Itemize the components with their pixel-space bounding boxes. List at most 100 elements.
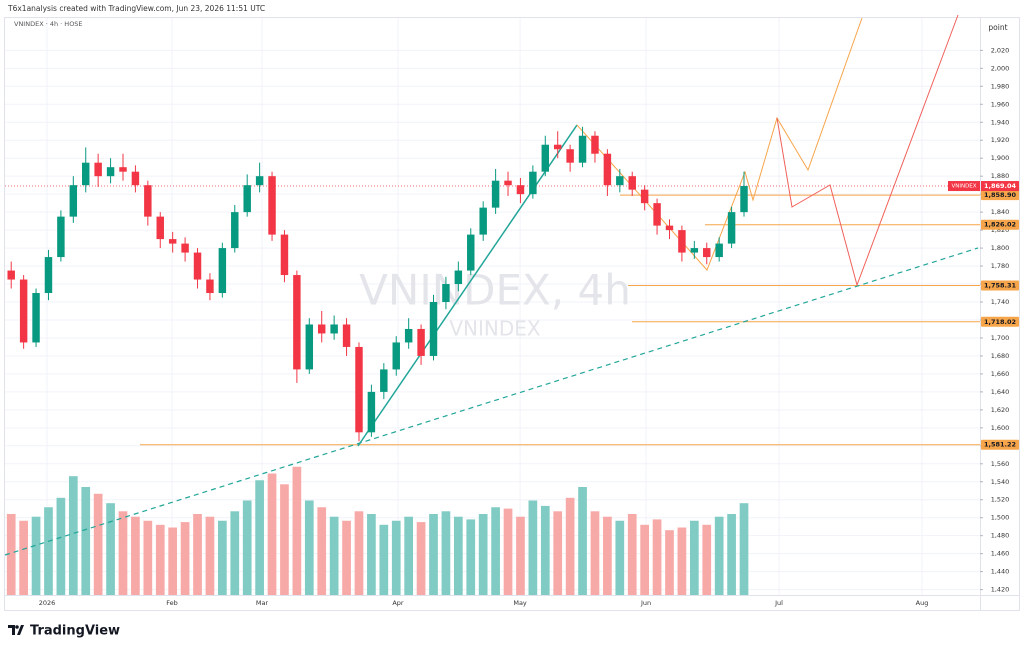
volume-bar <box>453 516 463 595</box>
volume-bar <box>379 524 389 595</box>
candle-body <box>678 230 686 253</box>
candle-body <box>504 180 512 186</box>
trend-line <box>357 124 578 447</box>
volume-bar <box>627 514 637 595</box>
watermark: VNINDEX, 4h <box>359 266 631 315</box>
volume-bar <box>540 505 550 595</box>
candle-body <box>491 180 500 208</box>
candle-body <box>268 176 276 235</box>
candle-body <box>193 252 202 280</box>
candle-body <box>628 176 636 190</box>
projection-orange <box>576 17 863 271</box>
volume-bar <box>19 520 28 595</box>
level-tag-label: 1,581.22 <box>984 441 1016 449</box>
volume-bar <box>168 527 178 595</box>
frame <box>4 17 1020 611</box>
y-tick-label: 1,420 <box>991 586 1010 594</box>
level-tag-label: 1,718.02 <box>984 318 1016 326</box>
volume-bar <box>739 503 749 595</box>
candle-body <box>280 234 289 276</box>
candle-body <box>57 216 65 258</box>
y-tick-label: 1,540 <box>991 478 1010 486</box>
logo-mark <box>8 625 24 635</box>
level-tag-label: 1,826.02 <box>984 221 1016 229</box>
candle-body <box>665 225 674 231</box>
candle-body <box>516 185 525 195</box>
candle-body <box>479 207 487 235</box>
volume-bar <box>391 520 401 595</box>
candle-body <box>429 302 438 356</box>
candle-body <box>19 279 28 343</box>
y-tick-label: 1,960 <box>991 100 1010 108</box>
volume-bar <box>553 511 563 595</box>
y-tick-label: 1,840 <box>991 208 1010 216</box>
volume-bar <box>354 511 364 595</box>
volume-bar <box>180 522 190 595</box>
volume-bar <box>131 516 140 595</box>
x-tick-label: Jun <box>640 599 651 607</box>
candle-body <box>653 203 661 226</box>
volume-bar <box>143 520 153 595</box>
candle-body <box>305 324 314 370</box>
volume-bar <box>329 516 339 595</box>
volume-bar <box>528 500 538 595</box>
candle-body <box>578 135 587 163</box>
y-tick-label: 1,920 <box>991 136 1010 144</box>
y-tick-label: 1,560 <box>991 460 1010 468</box>
volume-bar <box>615 520 625 595</box>
candle-body <box>740 186 748 213</box>
volume-bar <box>677 527 687 595</box>
candle-body <box>603 153 612 186</box>
volume <box>6 466 749 595</box>
candle-body <box>181 243 189 253</box>
y-tick-label: 1,460 <box>991 550 1010 558</box>
candle-body <box>293 275 301 370</box>
trend-line-dashed <box>4 247 979 556</box>
candle-body <box>380 369 388 392</box>
level-tag <box>981 219 1019 230</box>
volume-bar <box>118 511 128 595</box>
candle-body <box>218 248 227 294</box>
y-axis-label: point <box>988 23 1007 32</box>
projection-red <box>776 14 959 287</box>
candle-body <box>454 270 463 285</box>
candle-body <box>94 162 102 177</box>
volume-bar <box>304 500 314 595</box>
candle-body <box>404 328 413 343</box>
volume-bar <box>478 514 488 595</box>
volume-bar <box>193 514 202 595</box>
y-tick-label: 2,020 <box>991 46 1010 54</box>
y-tick-label: 1,700 <box>991 334 1010 342</box>
x-tick-label: 2026 <box>39 599 56 607</box>
volume-bar <box>230 511 240 595</box>
candle-body <box>640 189 649 204</box>
volume-bar <box>603 516 612 595</box>
volume-bar <box>714 516 724 595</box>
candle-body <box>417 328 425 356</box>
volume-bar <box>565 497 575 595</box>
candle-body <box>566 149 574 163</box>
candle-body <box>144 185 152 217</box>
candle-body <box>131 171 140 186</box>
candle-body <box>206 279 214 294</box>
candle-body <box>330 324 338 334</box>
y-tick-label: 1,660 <box>991 370 1010 378</box>
volume-bar <box>404 516 414 595</box>
volume-bar <box>292 466 302 595</box>
legend: VNINDEX · 4h · HOSE <box>14 20 83 28</box>
volume-bar <box>242 500 252 595</box>
candle-body <box>82 162 90 186</box>
level-tag <box>981 280 1019 291</box>
candle-body <box>156 216 164 240</box>
y-tick-label: 1,780 <box>991 262 1010 270</box>
volume-bar <box>267 473 277 595</box>
volume-bar <box>578 487 587 595</box>
candle-body <box>355 346 363 433</box>
volume-bar <box>155 524 165 595</box>
candles <box>7 126 748 442</box>
candle-body <box>119 167 127 172</box>
volume-bar <box>31 516 41 595</box>
volume-bar <box>466 519 476 595</box>
grid <box>5 18 980 595</box>
